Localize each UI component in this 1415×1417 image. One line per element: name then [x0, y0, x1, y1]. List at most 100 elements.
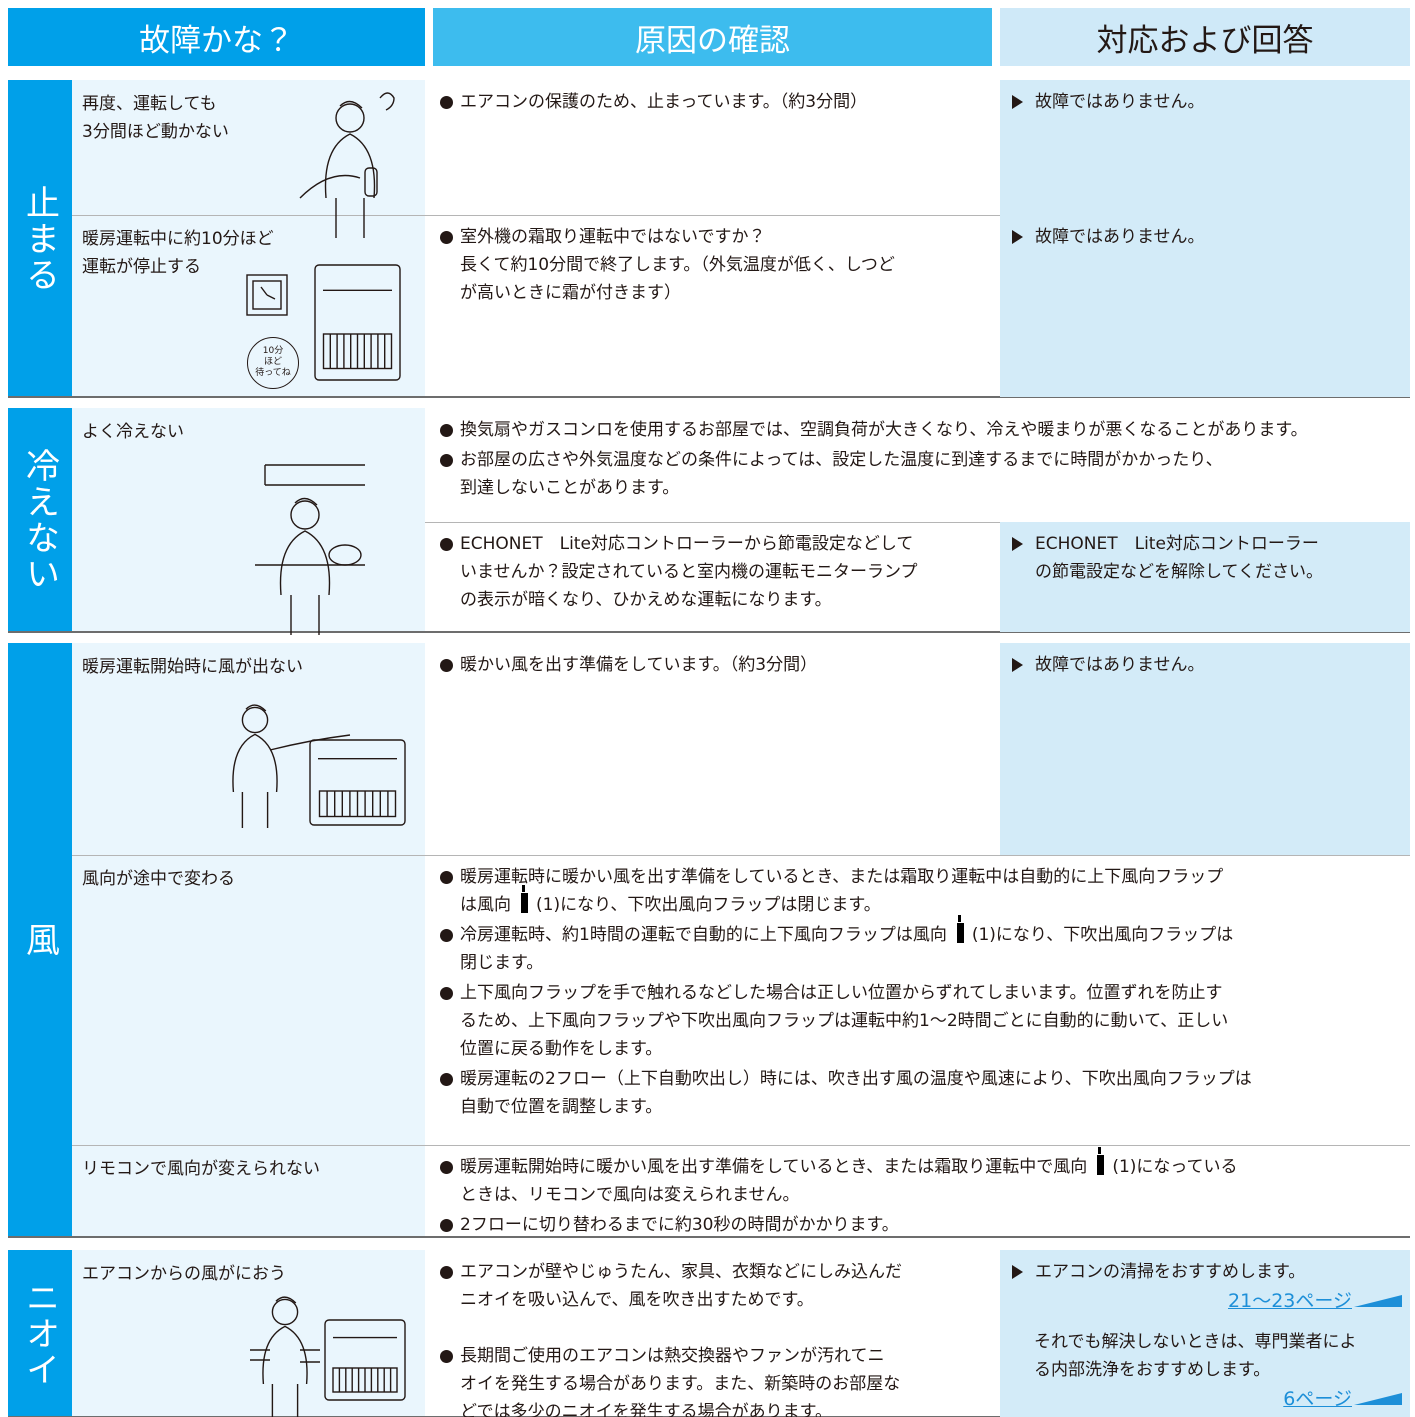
wind-direction-icon — [521, 885, 528, 913]
cause-item: 暖房運転時に暖かい風を出す準備をしているとき、または霜取り運転中は自動的に上下風… — [440, 863, 1415, 919]
text-line: 風向が途中で変わる — [82, 869, 235, 889]
wind-direction-icon — [1097, 1147, 1105, 1175]
bullet — [440, 987, 453, 1000]
text-line: 暖かい風を出す準備をしています。（約3分間） — [460, 655, 818, 675]
cause-text: 2フローに切り替わるまでに約30秒の時間がかかります。 — [460, 1211, 899, 1239]
text-line: の表示が暗くなり、ひかえめな運転になります。 — [460, 590, 832, 610]
text-segment: 暖房運転開始時に暖かい風を出す準備をしているとき、または霜取り運転中で風向 — [460, 1157, 1088, 1177]
cause-item: ECHONET Lite対応コントローラーから節電設定などして いませんか？設定さ… — [440, 530, 1000, 614]
response-column — [1000, 1250, 1410, 1417]
response-text: 故障ではありません。 — [1035, 651, 1205, 679]
link-wedge — [1354, 1295, 1402, 1307]
bullet — [440, 454, 453, 467]
cause-item: エアコンが壁やじゅうたん、家具、衣類などにしみ込んだ ニオイを吸い込んで、風を吹き… — [440, 1258, 1000, 1314]
cause-text: エアコンが壁やじゅうたん、家具、衣類などにしみ込んだ ニオイを吸い込んで、風を吹き… — [460, 1258, 902, 1314]
bubble-text: 待ってね — [255, 368, 291, 378]
text-segment: は風向 — [460, 895, 511, 915]
response-text: 故障ではありません。 — [1035, 223, 1205, 251]
wind-direction-icon — [956, 915, 964, 943]
symptom: 風向が途中で変わる — [82, 865, 235, 893]
section-label-band: 風 — [8, 643, 72, 1237]
response-column — [1000, 522, 1410, 632]
bullet — [440, 538, 453, 551]
text-line: エアコンの保護のため、止まっています。（約3分間） — [460, 92, 868, 112]
response-text: エアコンの清掃をおすすめします。 — [1035, 1258, 1305, 1286]
response-text: 故障ではありません。 — [1035, 88, 1205, 116]
response-item: 故障ではありません。 — [1012, 651, 1404, 679]
bullet — [440, 1219, 453, 1232]
response-item: エアコンの清掃をおすすめします。 — [1012, 1258, 1404, 1286]
text-line: それでも解決しないときは、専門業者によ — [1034, 1332, 1357, 1352]
response-cell: 故障ではありません。 — [1012, 223, 1404, 251]
cause-item: 上下風向フラップを手で触れるなどした場合は正しい位置からずれてしまいます。位置ず… — [440, 979, 1415, 1063]
cause-text: 暖房運転の2フロー（上下自動吹出し）時には、吹き出す風の温度や風速により、下吹出… — [460, 1065, 1252, 1121]
text-line: 長くて約10分間で終了します。（外気温度が低く、しつど — [460, 255, 895, 275]
text-line: 3分間ほど動かない — [82, 122, 229, 142]
symptom: エアコンからの風がにおう — [82, 1260, 286, 1288]
bubble-text: 10分 — [262, 346, 284, 356]
response-item: 故障ではありません。 — [1012, 223, 1404, 251]
text-segment: 冷房運転時、約1時間の運転で自動的に上下風向フラップは風向 — [460, 925, 947, 945]
response-item: 故障ではありません。 — [1012, 88, 1404, 116]
cause-text: 上下風向フラップを手で触れるなどした場合は正しい位置からずれてしまいます。位置ず… — [460, 979, 1228, 1063]
text-line: エアコンの清掃をおすすめします。 — [1035, 1262, 1306, 1282]
row-separator — [72, 855, 1410, 856]
page-link[interactable]: 6ページ — [1283, 1388, 1352, 1410]
response-column — [1000, 215, 1410, 397]
text-line: ECHONET Lite対応コントローラーから節電設定などして — [460, 534, 914, 554]
text-line: リモコンで風向が変えられない — [82, 1159, 320, 1179]
text-segment: (1)になり、下吹出風向フラップは — [971, 925, 1234, 945]
header-cell: 対応および回答 — [1000, 8, 1410, 66]
symptom-column — [72, 1250, 425, 1417]
bullet — [440, 871, 453, 884]
text-line: エアコンからの風がにおう — [82, 1264, 286, 1284]
note-text: それでも解決しないときは、専門業者によ る内部洗浄をおすすめします。 — [1034, 1328, 1404, 1384]
bullet — [440, 1161, 453, 1174]
bullet — [440, 929, 453, 942]
header-text: 原因の確認 — [635, 22, 790, 59]
symptom-column — [72, 643, 425, 1237]
arrow-marker — [1012, 230, 1023, 244]
response-column — [1000, 80, 1410, 215]
text-line: ECHONET Lite対応コントローラー — [1035, 534, 1319, 554]
cause-item: 冷房運転時、約1時間の運転で自動的に上下風向フラップは風向 (1)になり、下吹出風… — [440, 915, 1415, 977]
page-link[interactable]: 21〜23ページ — [1228, 1290, 1352, 1312]
bullet — [440, 659, 453, 672]
text-line: るため、上下風向フラップや下吹出風向フラップは運転中約1〜2時間ごとに自動的に動… — [460, 1011, 1229, 1031]
section-border — [8, 1236, 1410, 1238]
cause-text: ECHONET Lite対応コントローラーから節電設定などして いませんか？設定さ… — [460, 530, 917, 614]
cause-text: 長期間ご使用のエアコンは熱交換器やファンが汚れてニ オイを発生する場合があります。… — [460, 1342, 900, 1417]
symptom: よく冷えない — [82, 418, 184, 446]
speech-bubble: 10分 ほど 待ってね — [247, 337, 299, 389]
text-line: 自動で位置を調整します。 — [460, 1097, 663, 1117]
bullet — [440, 96, 453, 109]
cause-cell: エアコンが壁やじゅうたん、家具、衣類などにしみ込んだ ニオイを吸い込んで、風を吹き… — [440, 1258, 1000, 1417]
cause-item: エアコンの保護のため、止まっています。（約3分間） — [440, 88, 1000, 116]
text-line: 運転が停止する — [82, 257, 201, 277]
bullet — [440, 1266, 453, 1279]
cause-item: 換気扇やガスコンロを使用するお部屋では、空調負荷が大きくなり、冷えや暖まりが悪く… — [440, 416, 1415, 444]
arrow-marker — [1012, 1265, 1023, 1279]
header-cell: 故障かな？ — [8, 8, 425, 66]
bubble-text: ほど — [263, 357, 282, 367]
text-line: 暖房運転開始時に風が出ない — [82, 657, 303, 677]
text-line: 暖房運転開始時に暖かい風を出す準備をしているとき、または霜取り運転中で風向 (1)… — [460, 1147, 1238, 1181]
cause-item: 2フローに切り替わるまでに約30秒の時間がかかります。 — [440, 1211, 1415, 1239]
illustration — [246, 264, 401, 381]
illustration — [232, 704, 406, 828]
cause-text: お部屋の広さや外気温度などの条件によっては、設定した温度に到達するまでに時間がか… — [460, 446, 1223, 502]
text-line: いませんか？設定されていると室内機の運転モニターランプ — [460, 562, 918, 582]
header-cell: 原因の確認 — [433, 8, 992, 66]
response-column — [1000, 643, 1410, 855]
bullet — [440, 231, 453, 244]
cause-text: 冷房運転時、約1時間の運転で自動的に上下風向フラップは風向 (1)になり、下吹出風… — [460, 915, 1234, 977]
symptom-column — [72, 408, 425, 632]
text-line: よく冷えない — [82, 422, 184, 442]
bullet — [440, 1350, 453, 1363]
response-cell: 故障ではありません。 — [1012, 651, 1404, 679]
section-label-band: ニオイ — [8, 1250, 72, 1417]
text-line: 暖房運転中に約10分ほど — [82, 229, 274, 249]
text-line: る内部洗浄をおすすめします。 — [1034, 1360, 1271, 1380]
cause-item: 暖房運転開始時に暖かい風を出す準備をしているとき、または霜取り運転中で風向 (1)… — [440, 1147, 1415, 1209]
